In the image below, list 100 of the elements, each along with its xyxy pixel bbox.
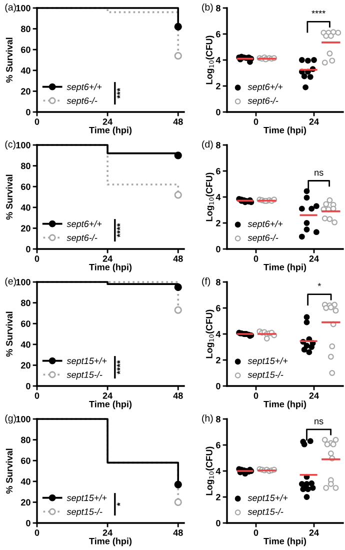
y-tick-label: 100 [16,142,30,148]
x-tick-label: 0 [34,118,40,125]
y-tick-label: 4 [216,194,221,200]
y-tick-label: 100 [16,4,30,12]
chart-title: (f) [202,277,210,287]
y-tick-label: 0 [216,382,220,390]
y-tick-label: 20 [21,225,30,232]
y-tick-label: 6 [216,304,220,312]
legend-label: sept6+/+ [66,220,102,229]
x-tick-label: 24 [102,529,113,536]
y-tick-label: 2 [216,494,220,500]
legend-label: sept6-/- [66,234,98,243]
y-tick-label: 20 [21,362,30,369]
y-tick-label: 2 [216,356,220,364]
x-tick-label: 48 [173,392,183,399]
y-tick-label: 20 [21,88,30,95]
chart-title: (h) [202,414,213,424]
y-tick-label: 0 [216,520,220,526]
y-axis-title: % Survival [6,38,13,83]
x-tick-label: 24 [309,255,319,262]
y-tick-label: 0 [216,246,220,252]
y-tick-label: 0 [26,246,30,252]
y-tick-label: 4 [216,468,221,474]
y-axis-title: Log$_{10}$(CFU) [206,310,214,358]
legend-label: sept6+/+ [248,220,283,229]
x-tick-label: 0 [254,529,258,536]
x-axis-title: Time (hpi) [264,126,306,136]
chart-title: (e) [5,277,16,287]
legend-label: sept6+/+ [248,83,283,92]
y-axis-title: Log$_{10}$(CFU) [206,36,214,84]
y-tick-label: 20 [21,499,30,506]
legend-label: sept15+/+ [248,357,288,366]
x-axis-title: Time (hpi) [89,264,132,272]
chart-title: (a) [5,3,16,13]
annotation: **** [312,10,326,14]
legend-label: sept15+/+ [66,357,107,366]
y-tick-label: 0 [26,520,30,526]
x-tick-label: 0 [34,529,40,536]
y-tick-label: 0 [26,382,30,390]
legend-label: sept15+/+ [66,494,107,503]
y-tick-label: 0 [216,108,220,116]
x-tick-label: 24 [309,529,319,536]
legend-label: sept15-/- [248,508,284,517]
y-tick-label: 80 [20,26,30,32]
y-tick-label: 4 [216,57,221,64]
y-tick-label: 100 [16,416,30,422]
annotation: * [116,502,120,506]
y-tick-label: 6 [216,442,220,448]
x-tick-label: 24 [102,392,113,399]
y-tick-label: 80 [20,300,30,306]
y-tick-label: 40 [20,478,30,485]
annotation: **** [116,360,120,374]
legend-label: sept15+/+ [248,494,288,503]
x-tick-label: 0 [34,255,40,262]
y-tick-label: 60 [21,184,30,190]
x-axis-title: Time (hpi) [89,126,132,136]
y-axis-title: % Survival [6,174,13,220]
y-tick-label: 40 [20,341,30,348]
x-tick-label: 48 [173,529,183,536]
legend-label: sept6-/- [66,97,98,106]
x-axis-title: Time (hpi) [264,538,306,546]
legend-label: sept6-/- [248,234,278,243]
legend-label: sept15-/- [66,371,102,380]
x-tick-label: 24 [102,255,113,262]
annotation: **** [116,223,120,238]
x-tick-label: 24 [309,392,319,399]
y-tick-label: 4 [216,331,221,338]
y-tick-label: 100 [16,278,30,286]
y-tick-label: 6 [216,168,220,174]
x-tick-label: 24 [102,118,113,125]
chart-title: (d) [202,140,213,150]
y-tick-label: 0 [26,108,30,116]
y-tick-label: 6 [216,30,220,38]
y-tick-label: 40 [20,204,30,211]
x-tick-label: 24 [309,118,319,125]
x-tick-label: 0 [254,392,258,399]
annotation: ns [314,170,324,176]
x-tick-label: 0 [254,118,258,125]
y-tick-label: 8 [216,4,220,12]
annotation: * [318,283,322,286]
y-tick-label: 60 [21,320,30,327]
x-tick-label: 48 [173,118,183,125]
legend-label: sept6-/- [248,97,278,106]
y-tick-label: 8 [216,142,220,148]
y-axis-title: Log$_{10}$(CFU) [206,172,214,222]
y-tick-label: 80 [20,436,30,444]
y-tick-label: 60 [21,458,30,464]
x-axis-title: Time (hpi) [89,400,132,410]
legend-label: sept6+/+ [66,83,102,92]
y-tick-label: 2 [216,82,220,90]
x-tick-label: 48 [173,255,183,262]
y-tick-label: 8 [216,416,220,422]
x-axis-title: Time (hpi) [89,538,132,546]
legend-label: sept15-/- [248,371,284,380]
x-axis-title: Time (hpi) [264,400,306,410]
legend-label: sept15-/- [66,508,102,517]
x-tick-label: 0 [254,255,258,262]
chart-title: (b) [202,3,213,13]
y-axis-title: Log$_{10}$(CFU) [206,446,214,496]
y-axis-title: % Survival [6,448,13,494]
